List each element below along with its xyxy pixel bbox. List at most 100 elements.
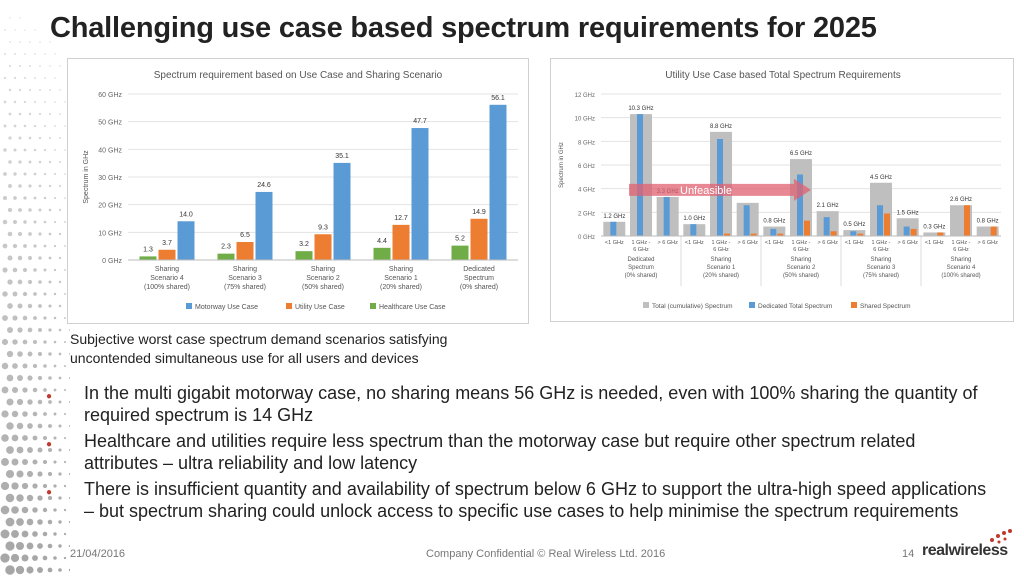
group-label: (75% shared) bbox=[863, 273, 899, 279]
dot-mark bbox=[38, 280, 42, 284]
bar-shared bbox=[724, 233, 730, 236]
dot-mark bbox=[48, 256, 52, 260]
dot-mark bbox=[68, 400, 70, 404]
dot-mark bbox=[23, 124, 27, 128]
dot-mark bbox=[12, 267, 18, 273]
dot-mark bbox=[68, 472, 70, 476]
data-label: 3.2 bbox=[299, 241, 309, 248]
dot-mark bbox=[68, 424, 70, 428]
dot-mark bbox=[8, 88, 12, 92]
data-label: 35.1 bbox=[335, 153, 349, 160]
dot-mark bbox=[1, 434, 9, 442]
dot-mark bbox=[43, 244, 47, 248]
dot-mark bbox=[5, 469, 15, 479]
dot-mark bbox=[33, 268, 37, 272]
dot-mark bbox=[0, 553, 10, 563]
dot-mark bbox=[28, 88, 32, 92]
dot-mark bbox=[64, 173, 66, 175]
dot-mark bbox=[63, 484, 67, 488]
dot-mark bbox=[42, 555, 48, 561]
dot-mark bbox=[42, 531, 48, 537]
dot-mark bbox=[2, 219, 8, 225]
logo-text: realwireless bbox=[922, 542, 1008, 559]
dot-mark bbox=[18, 160, 22, 164]
bar bbox=[217, 253, 235, 260]
dot-mark bbox=[32, 363, 38, 369]
dot-mark bbox=[33, 148, 37, 152]
dot-mark bbox=[44, 53, 46, 55]
dot-mark bbox=[47, 447, 53, 453]
dot-mark bbox=[53, 484, 57, 488]
x-category-label: (0% shared) bbox=[460, 284, 498, 291]
dot-mark bbox=[1, 362, 9, 370]
chart-use-case-sharing: Spectrum requirement based on Use Case a… bbox=[67, 58, 529, 324]
decorative-dot-pattern bbox=[0, 17, 70, 575]
dot-mark bbox=[43, 412, 47, 416]
dot-mark bbox=[64, 269, 66, 271]
dot-mark bbox=[7, 303, 13, 309]
dot-mark bbox=[32, 507, 38, 513]
group-label: Sharing bbox=[951, 257, 972, 263]
dot-mark bbox=[33, 244, 37, 248]
y-tick-label: 0 GHz bbox=[102, 258, 122, 265]
dot-mark bbox=[37, 519, 43, 525]
data-label: 0.3 GHz bbox=[923, 224, 945, 230]
dot-mark bbox=[2, 195, 8, 201]
y-tick-label: 8 GHz bbox=[578, 140, 595, 146]
dot-mark bbox=[1, 410, 9, 418]
bullet-item: ● In the multi gigabit motorway case, no … bbox=[44, 382, 994, 426]
dot-mark bbox=[5, 541, 15, 551]
y-axis-label: Spectrum in GHz bbox=[559, 142, 565, 188]
dot-mark bbox=[23, 76, 27, 80]
dot-mark bbox=[34, 77, 36, 79]
y-tick-label: 50 GHz bbox=[98, 120, 122, 127]
dot-mark bbox=[29, 65, 31, 67]
x-category-label: Sharing bbox=[311, 266, 335, 273]
dot-mark bbox=[33, 220, 37, 224]
dot-mark bbox=[14, 29, 16, 31]
dot-mark bbox=[6, 422, 14, 430]
legend-label: Shared Spectrum bbox=[860, 303, 911, 310]
dot-mark bbox=[48, 280, 52, 284]
bar-dedicated bbox=[877, 205, 883, 236]
dot-mark bbox=[63, 532, 67, 536]
dot-mark bbox=[64, 341, 66, 343]
dot-mark bbox=[27, 279, 33, 285]
dot-mark bbox=[28, 184, 32, 188]
dot-mark bbox=[18, 64, 22, 68]
bar-dedicated bbox=[850, 231, 857, 236]
band-label: 1 GHz - bbox=[632, 240, 651, 246]
dot-mark bbox=[13, 76, 17, 80]
dot-mark bbox=[39, 41, 41, 43]
data-label: 12.7 bbox=[394, 215, 408, 222]
dot-mark bbox=[58, 568, 62, 572]
dot-mark bbox=[38, 328, 42, 332]
group-label: (100% shared) bbox=[941, 273, 980, 279]
dot-mark bbox=[8, 136, 12, 140]
dot-mark bbox=[16, 470, 24, 478]
dot-mark bbox=[58, 400, 62, 404]
dot-mark bbox=[22, 411, 28, 417]
dot-mark bbox=[48, 232, 52, 236]
dot-mark bbox=[23, 220, 27, 224]
dot-mark bbox=[48, 184, 52, 188]
dot-mark bbox=[53, 436, 57, 440]
dot-mark bbox=[5, 517, 15, 527]
dot-mark bbox=[12, 339, 18, 345]
dot-mark bbox=[14, 53, 16, 55]
data-label: 3.7 bbox=[162, 240, 172, 247]
group-label: (0% shared) bbox=[625, 273, 658, 279]
dot-mark bbox=[0, 481, 10, 491]
dot-mark bbox=[16, 446, 24, 454]
dot-mark bbox=[27, 399, 33, 405]
dot-mark bbox=[43, 148, 47, 152]
dot-mark bbox=[22, 363, 28, 369]
dot-mark bbox=[58, 424, 62, 428]
dot-mark bbox=[4, 29, 6, 31]
dot-mark bbox=[26, 470, 34, 478]
dot-mark bbox=[68, 568, 70, 572]
dot-mark bbox=[2, 291, 8, 297]
dot-mark bbox=[17, 351, 23, 357]
bar bbox=[295, 251, 313, 260]
band-label: > 6 GHz bbox=[658, 240, 679, 246]
